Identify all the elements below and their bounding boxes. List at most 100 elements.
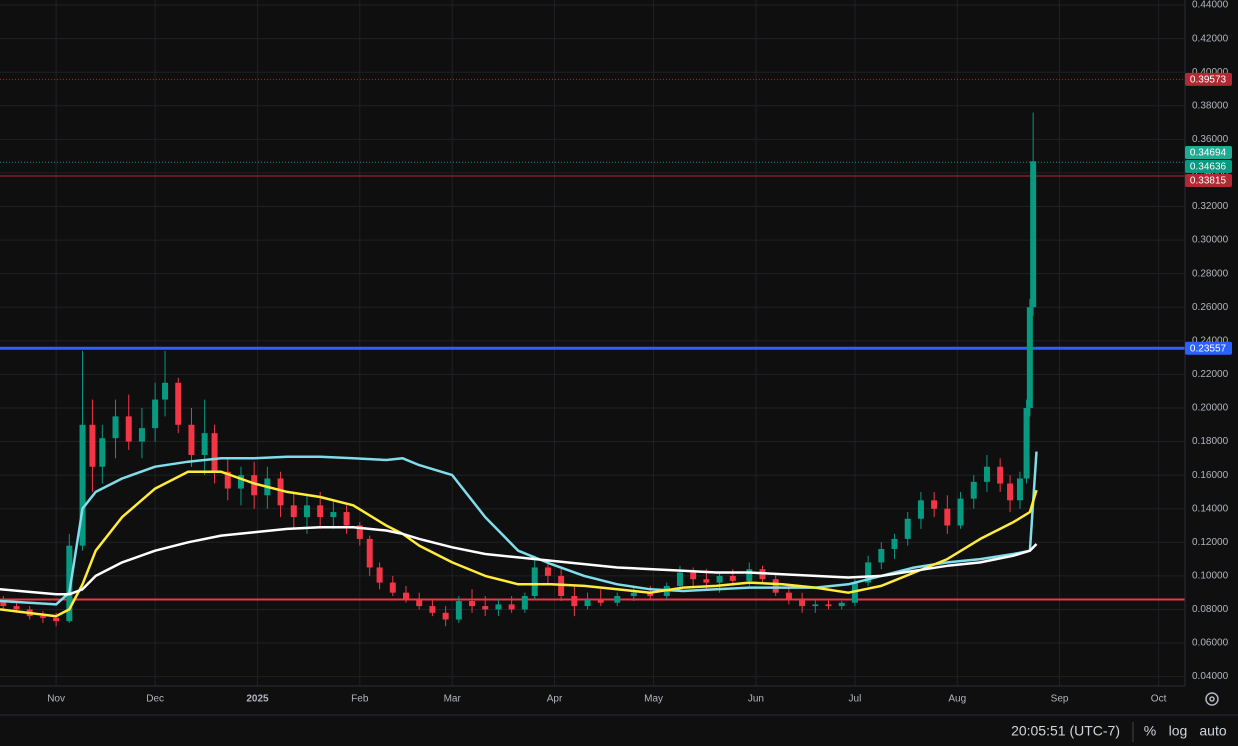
status-bar: 20:05:51 (UTC-7) % log auto xyxy=(0,714,1238,742)
candle-body xyxy=(785,592,792,600)
candle-body xyxy=(729,575,736,581)
y-tick-label: 0.42000 xyxy=(1192,33,1229,44)
x-tick-label: Apr xyxy=(547,694,563,705)
price-label-box xyxy=(1185,341,1232,355)
y-tick-label: 0.30000 xyxy=(1192,235,1229,246)
candle-body xyxy=(66,545,73,622)
x-tick-label: Feb xyxy=(351,694,369,705)
y-tick-label: 0.08000 xyxy=(1192,604,1229,615)
x-tick-label: Mar xyxy=(444,694,462,705)
candle-body xyxy=(630,592,637,597)
y-tick-label: 0.10000 xyxy=(1192,571,1229,582)
time-axis: Nov Dec 2025 Feb Mar Apr May Jun Jul Aug Sep Oct xyxy=(0,685,1238,714)
candle-body xyxy=(917,500,924,519)
candle-body xyxy=(983,466,990,482)
percent-button[interactable]: % xyxy=(1144,723,1156,739)
y-tick-label: 0.40000 xyxy=(1192,67,1229,78)
candle-body xyxy=(891,538,898,550)
y-tick-label: 0.16000 xyxy=(1192,470,1229,481)
candle-body xyxy=(201,433,208,455)
candle-body xyxy=(138,428,145,442)
y-tick-label: 0.38000 xyxy=(1192,100,1229,111)
candle-body xyxy=(290,505,297,518)
y-tick-label: 0.22000 xyxy=(1192,369,1229,380)
candle-body xyxy=(1016,478,1023,501)
candle-body xyxy=(703,579,710,583)
candle-body xyxy=(39,616,46,618)
candle-body xyxy=(851,582,858,603)
price-label-box xyxy=(1185,146,1232,160)
candle-body xyxy=(716,575,723,583)
y-tick-label: 0.36000 xyxy=(1192,134,1229,145)
price-label: 0.39573 xyxy=(1190,75,1227,86)
candle-body xyxy=(53,617,60,622)
candle-body xyxy=(13,606,20,610)
price-label-box xyxy=(1185,174,1232,188)
candle-body xyxy=(224,471,231,489)
candle-body xyxy=(957,498,964,526)
candle-body xyxy=(303,505,310,518)
y-tick-label: 0.34000 xyxy=(1192,168,1229,179)
settings-icon[interactable] xyxy=(1205,692,1219,706)
price-label: 0.34694 xyxy=(1190,148,1227,159)
auto-button[interactable]: auto xyxy=(1199,723,1226,739)
candle-body xyxy=(1023,407,1030,479)
x-tick-label: 2025 xyxy=(246,694,269,705)
x-tick-label: Jun xyxy=(748,694,764,705)
candle-body xyxy=(931,500,938,509)
candle-body xyxy=(838,602,845,607)
candle-body xyxy=(152,399,159,429)
candle-body xyxy=(812,604,819,607)
candle-body xyxy=(944,508,951,526)
x-tick-label: May xyxy=(644,694,663,705)
x-tick-label: Dec xyxy=(146,694,164,705)
candle-body xyxy=(99,438,106,467)
y-tick-label: 0.24000 xyxy=(1192,335,1229,346)
candle-body xyxy=(482,606,489,610)
candle-body xyxy=(676,572,683,586)
candle-body xyxy=(865,562,872,583)
candle-body xyxy=(469,601,476,607)
candle-body xyxy=(825,604,832,607)
price-axis: 0.04000 0.06000 0.08000 0.10000 0.12000 0.140… xyxy=(1184,0,1238,686)
y-tick-label: 0.28000 xyxy=(1192,268,1229,279)
y-tick-label: 0.18000 xyxy=(1192,436,1229,447)
y-tick-label: 0.32000 xyxy=(1192,201,1229,212)
candle-body xyxy=(878,549,885,563)
gear-outer xyxy=(1205,692,1219,706)
moving-average xyxy=(0,525,1038,596)
gear-inner xyxy=(1209,696,1215,702)
candle-body xyxy=(455,601,462,620)
x-tick-label: Nov xyxy=(47,694,65,705)
candle-body xyxy=(162,382,169,400)
candle-body xyxy=(376,567,383,583)
candle-body xyxy=(970,481,977,499)
price-label-box xyxy=(1185,160,1232,174)
candle-body xyxy=(0,601,7,607)
candle-body xyxy=(1007,483,1014,501)
clock: 20:05:51 (UTC-7) xyxy=(1011,723,1120,739)
candle-body xyxy=(416,599,423,607)
candle-body xyxy=(690,572,697,580)
x-tick-label: Aug xyxy=(948,694,966,705)
candle-body xyxy=(1026,307,1033,408)
candle-body xyxy=(251,475,258,496)
y-tick-label: 0.04000 xyxy=(1192,671,1229,682)
x-tick-label: Jul xyxy=(849,694,862,705)
price-label: 0.33815 xyxy=(1190,176,1227,187)
candle-body xyxy=(772,579,779,593)
price-label-box xyxy=(1185,72,1232,86)
candle-body xyxy=(799,599,806,607)
y-tick-label: 0.20000 xyxy=(1192,403,1229,414)
candle-body xyxy=(997,466,1004,484)
candle-body xyxy=(597,599,604,603)
log-button[interactable]: log xyxy=(1169,723,1188,739)
candle-body xyxy=(277,478,284,506)
candle-body xyxy=(237,475,244,489)
time-axis-background xyxy=(0,686,1238,714)
candle-body xyxy=(647,592,654,597)
candle-body xyxy=(746,569,753,581)
candle-body xyxy=(79,424,86,546)
